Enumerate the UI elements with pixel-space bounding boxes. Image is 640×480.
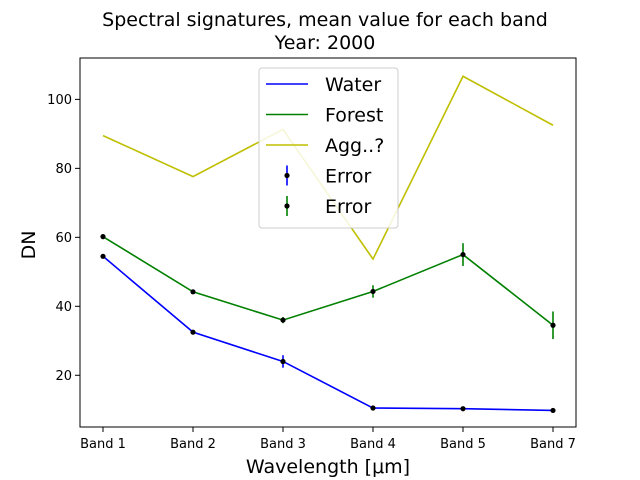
chart-title: Spectral signatures, mean value for each…: [102, 9, 548, 31]
y-tick-label: 100: [47, 93, 72, 108]
y-tick-label: 80: [55, 162, 72, 177]
legend-marker-swatch: [284, 203, 290, 209]
legend-marker-swatch: [284, 172, 290, 179]
data-point-forest: [100, 234, 106, 240]
legend: Water Forest Agg..? Error Error: [258, 67, 399, 229]
legend-label: Error: [325, 196, 372, 218]
legend-box: [258, 67, 399, 229]
series-line-forest: [102, 235, 554, 326]
data-point-forest: [550, 322, 556, 328]
y-tick-label: 40: [55, 300, 72, 315]
series-line-water: [102, 255, 554, 412]
data-point-water: [460, 406, 466, 412]
x-tick-label: Band 2: [170, 437, 216, 452]
x-tick-label: Band 1: [80, 437, 126, 452]
x-axis: Band 1 Band 2 Band 3 Band 4 Band 5 Band 7: [80, 427, 576, 452]
data-point-water: [550, 407, 556, 414]
x-tick-label: Band 5: [440, 437, 486, 452]
x-tick-label: Band 4: [350, 437, 396, 452]
data-point-forest: [370, 288, 376, 295]
data-point-water: [100, 253, 106, 259]
series-layer: [100, 75, 556, 414]
x-axis-label: Wavelength [μm]: [246, 456, 410, 478]
data-point-forest: [280, 317, 286, 323]
data-point-forest: [460, 251, 466, 258]
y-tick-label: 20: [55, 369, 72, 384]
chart-subtitle: Year: 2000: [274, 32, 376, 54]
x-tick-label: Band 3: [260, 437, 306, 452]
legend-label: Forest: [325, 105, 383, 127]
legend-label: Error: [325, 166, 372, 188]
data-point-water: [370, 405, 376, 411]
data-point-forest: [190, 289, 196, 295]
data-point-water: [280, 358, 286, 365]
legend-label: Water: [325, 74, 381, 96]
data-point-water: [190, 329, 196, 335]
y-axis-label: DN: [18, 231, 40, 260]
y-axis: 20 40 60 80 100: [47, 93, 80, 384]
y-tick-label: 60: [55, 231, 72, 246]
legend-label: Agg..?: [325, 135, 384, 157]
x-tick-label: Band 7: [530, 437, 576, 452]
